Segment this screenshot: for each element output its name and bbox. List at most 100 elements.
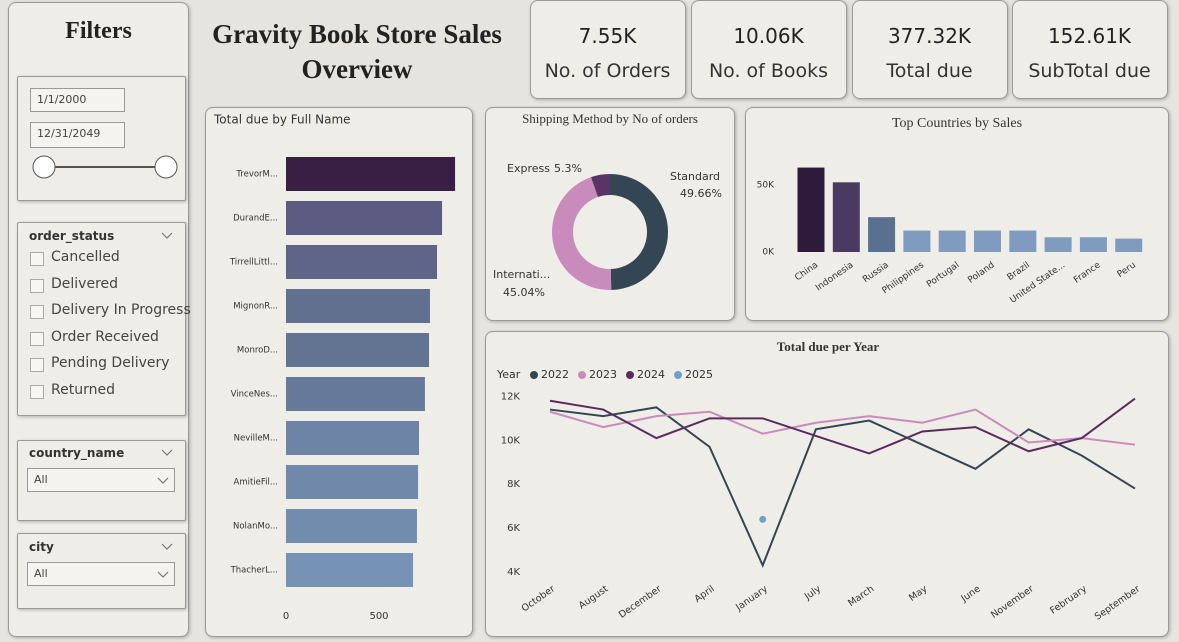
order-status-slicer — [17, 222, 186, 416]
y-tick-label: ThacherL... — [230, 566, 278, 576]
y-tick-label: 10K — [501, 435, 521, 446]
option-label[interactable]: Cancelled — [51, 249, 120, 265]
option-label[interactable]: Pending Delivery — [51, 355, 170, 372]
page-title: Gravity Book Store Sales Overview — [212, 19, 502, 84]
y-tick-label: 4K — [507, 567, 520, 578]
option-label[interactable]: Returned — [51, 382, 115, 398]
bar — [868, 217, 896, 252]
legend-label: 2023 — [589, 368, 617, 381]
dropdown[interactable]: All — [27, 468, 175, 492]
chart-title: Shipping Method by No of orders — [522, 111, 698, 126]
checkbox[interactable] — [30, 252, 44, 266]
kpi-label: No. of Books — [708, 60, 829, 82]
slicer-header: order_status — [29, 229, 115, 243]
y-tick-label: VinceNes... — [231, 390, 278, 400]
legend-swatch — [674, 371, 682, 379]
slice-label: Internati... — [493, 268, 550, 281]
bar — [286, 421, 419, 455]
checkbox[interactable] — [30, 358, 44, 373]
checkbox[interactable] — [30, 305, 44, 320]
y-tick-label: MonroD... — [237, 346, 278, 356]
checkbox[interactable] — [30, 385, 44, 399]
kpi-card — [852, 0, 1008, 99]
option-label[interactable]: Delivery In Progress — [51, 302, 191, 319]
x-tick-label: Poland — [966, 260, 996, 285]
bar — [938, 230, 966, 252]
slider-handle[interactable] — [154, 155, 178, 179]
checkbox[interactable] — [30, 278, 44, 293]
kpi-label: Total due — [886, 60, 973, 82]
slider-handle[interactable] — [32, 155, 56, 179]
y-tick-label: TirrellLittl... — [229, 258, 278, 268]
x-tick-label: September — [1093, 583, 1142, 622]
kpi-value: 152.61K — [1047, 24, 1132, 48]
kpi-label: No. of Orders — [544, 60, 671, 82]
bar — [797, 167, 825, 252]
chart-title: Total due by Full Name — [213, 113, 351, 127]
chart-panel — [485, 331, 1169, 637]
bar — [286, 553, 414, 587]
bar — [286, 201, 443, 235]
x-tick-label: December — [617, 583, 664, 620]
x-tick-label: 500 — [369, 611, 388, 622]
bar — [286, 465, 419, 499]
x-tick-label: October — [520, 583, 558, 614]
slice-label: Express — [507, 162, 550, 175]
bar — [1009, 230, 1037, 252]
option-label[interactable]: Delivered — [51, 275, 119, 292]
x-tick-label: June — [959, 583, 983, 605]
slice-label: Standard — [670, 170, 720, 183]
chart-title: Total due per Year — [777, 339, 880, 354]
donut-slice — [551, 177, 612, 290]
kpi-card — [530, 0, 686, 99]
legend-swatch — [626, 371, 634, 379]
bar — [832, 182, 860, 252]
kpi-label: SubTotal due — [1028, 60, 1151, 82]
slicer-header: city — [29, 540, 54, 554]
x-tick-label: February — [1048, 583, 1089, 616]
x-tick-label: January — [733, 583, 770, 613]
y-tick-label: 8K — [507, 479, 520, 490]
y-tick-label: 12K — [501, 391, 521, 402]
chart-title: Top Countries by Sales — [892, 116, 1022, 131]
bar — [974, 230, 1001, 252]
chart-panel — [205, 107, 473, 637]
slice-value: 45.04% — [503, 286, 545, 299]
x-tick-label: Portugal — [925, 260, 961, 290]
bar — [1115, 238, 1143, 252]
x-tick-label: May — [907, 583, 930, 603]
bar — [286, 245, 438, 279]
x-tick-label: April — [693, 583, 717, 604]
x-tick-label: 0 — [283, 611, 289, 622]
y-tick-label: NevilleM... — [234, 434, 278, 444]
legend-label: 2024 — [637, 368, 665, 381]
donut-slice — [610, 174, 668, 290]
slice-value: 49.66% — [680, 187, 722, 200]
kpi-value: 377.32K — [887, 24, 972, 48]
y-tick-label: AmitieFil... — [234, 478, 278, 488]
x-tick-label: March — [846, 583, 876, 609]
x-tick-label: Indonesia — [814, 260, 855, 293]
y-tick-label: 6K — [507, 523, 520, 534]
y-tick-label: NolanMo... — [233, 522, 278, 532]
slice-value: 5.3% — [554, 162, 582, 175]
date-to[interactable]: 12/31/2049 — [30, 122, 125, 148]
dropdown[interactable]: All — [27, 562, 175, 586]
legend-label: 2025 — [685, 368, 713, 381]
legend-label: 2022 — [541, 368, 569, 381]
legend-title: Year — [496, 368, 521, 381]
x-tick-label: France — [1072, 260, 1103, 286]
bar — [286, 377, 425, 411]
option-label[interactable]: Order Received — [51, 328, 159, 345]
kpi-value: 7.55K — [578, 24, 637, 48]
y-tick-label: MignonR... — [233, 302, 278, 312]
line — [549, 397, 1136, 455]
date-from[interactable]: 1/1/2000 — [30, 88, 125, 112]
x-tick-label: August — [577, 583, 611, 611]
x-tick-label: July — [802, 583, 823, 603]
y-tick-label: 50K — [757, 181, 775, 191]
checkbox[interactable] — [30, 331, 44, 346]
x-tick-label: Russia — [861, 260, 890, 285]
bar — [286, 157, 456, 191]
